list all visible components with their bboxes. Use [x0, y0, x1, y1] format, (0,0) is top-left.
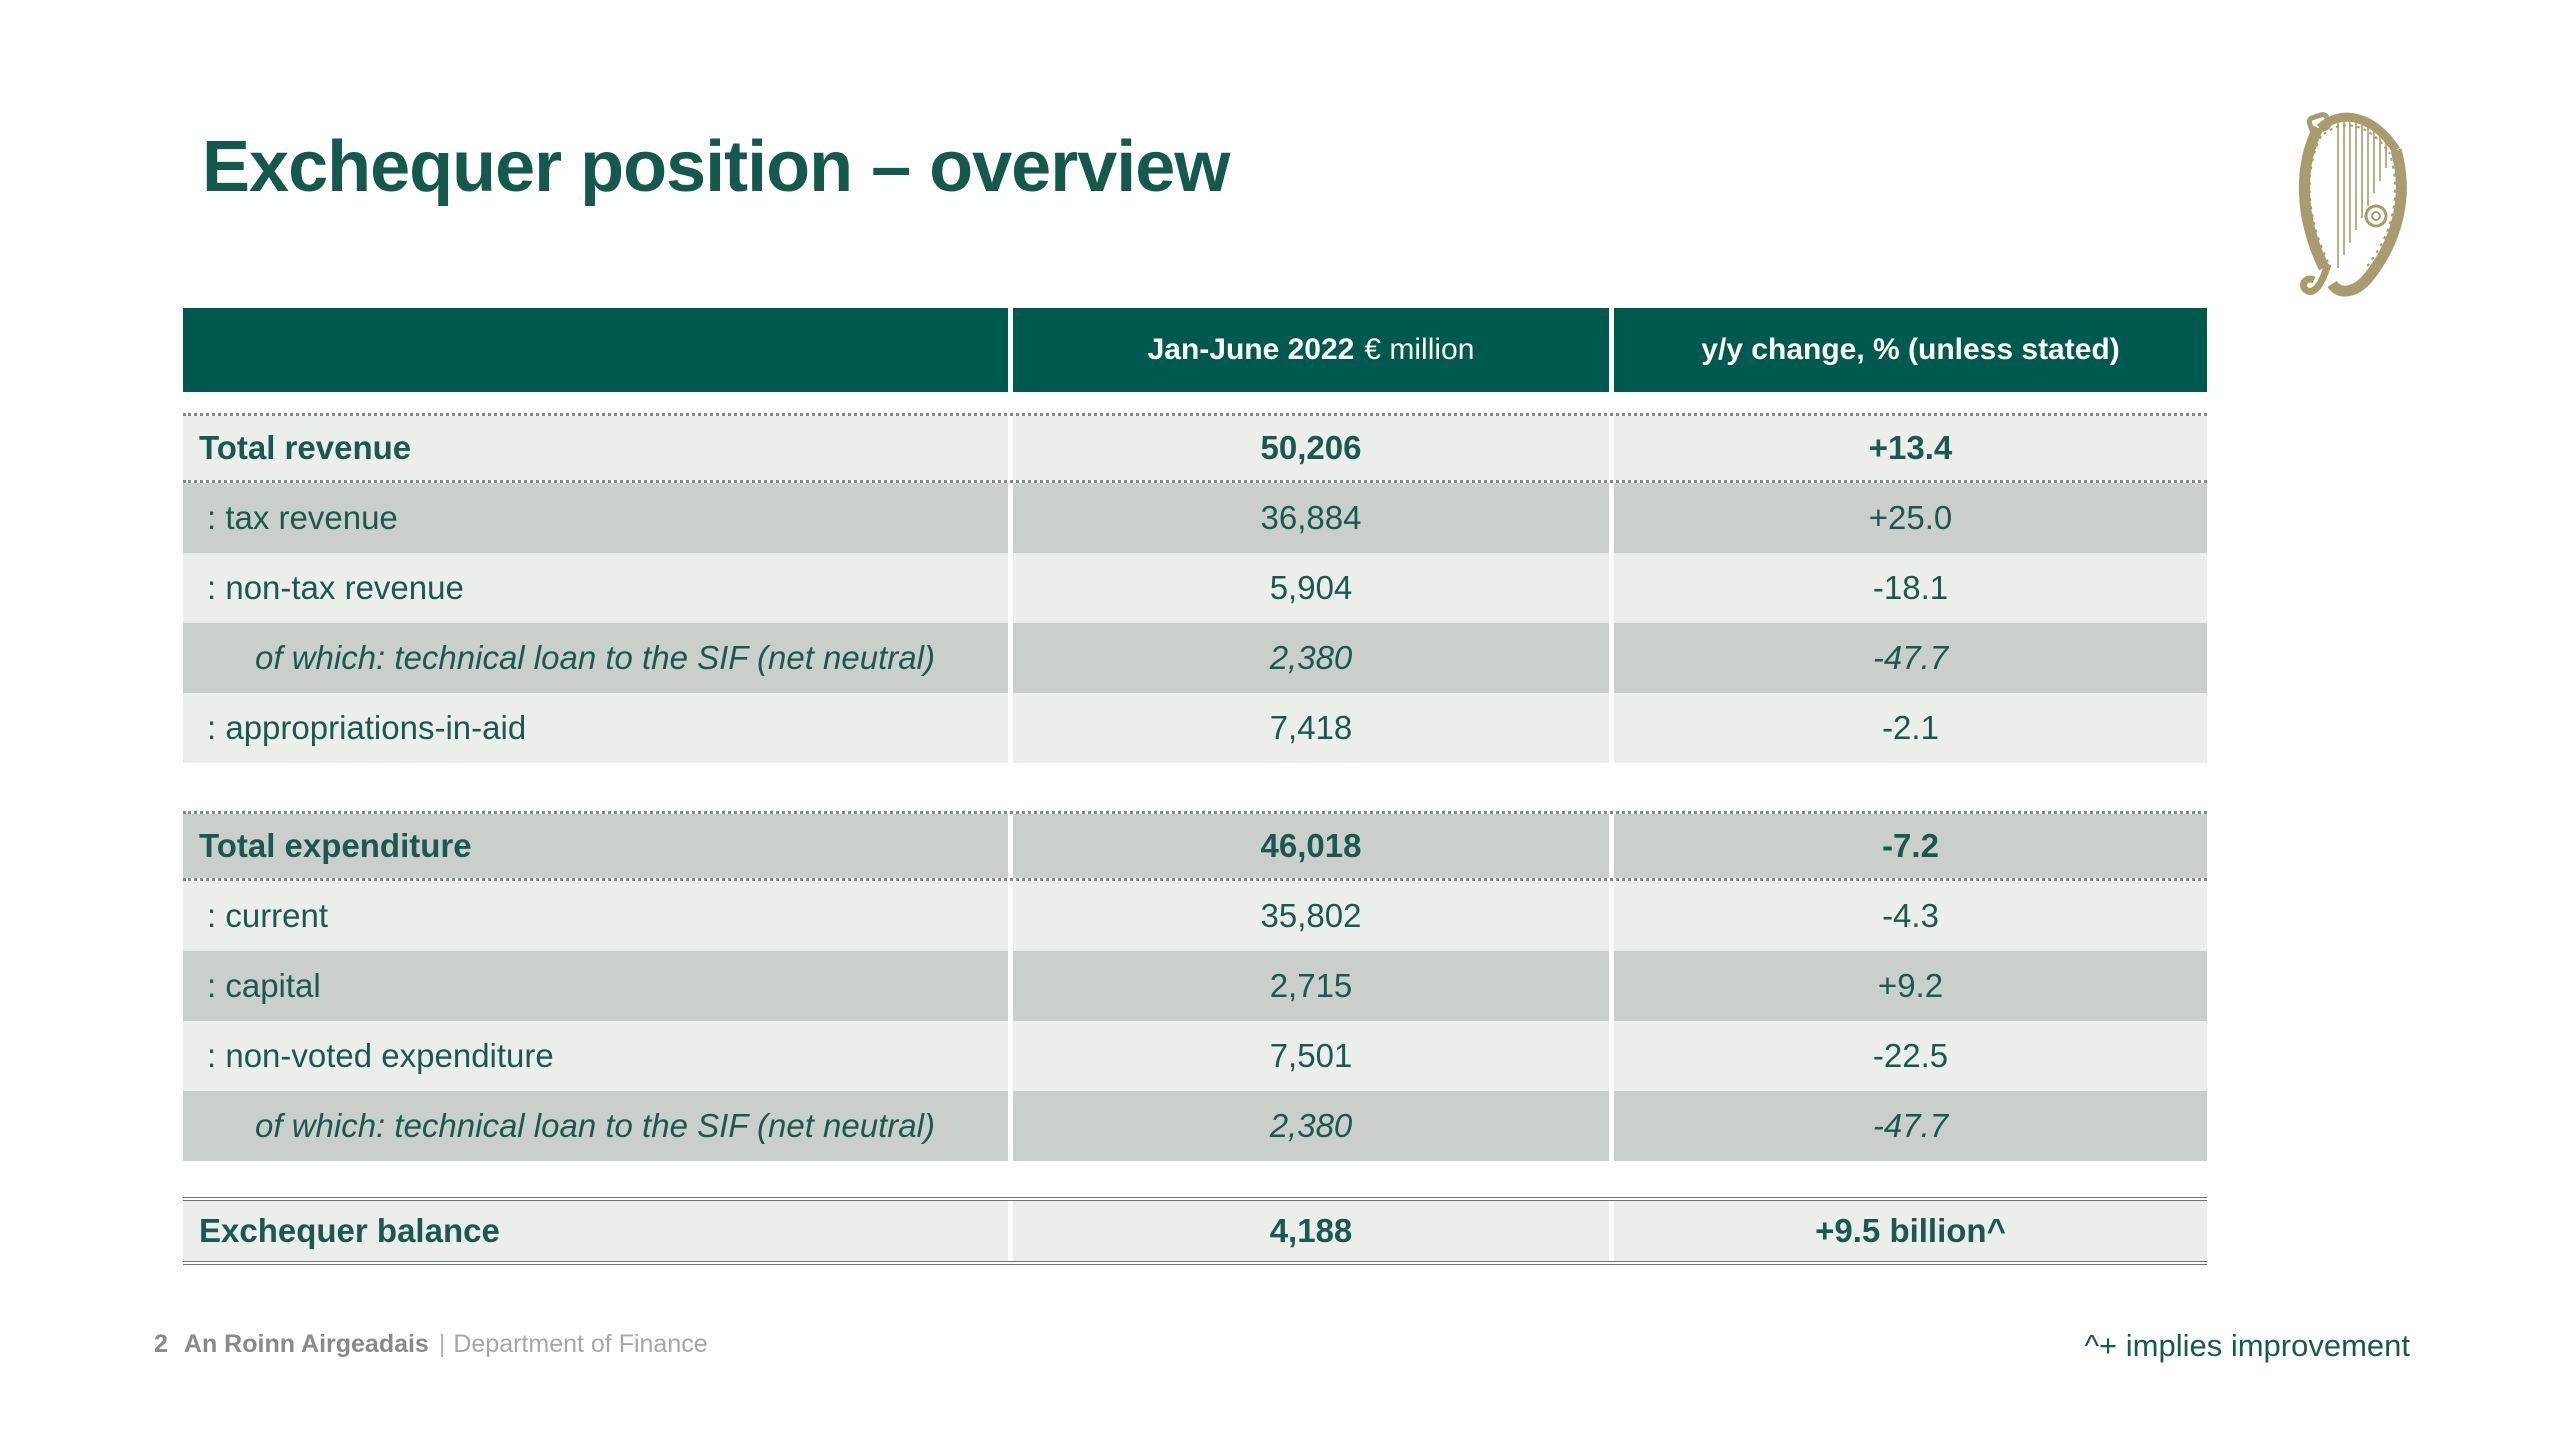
- section-gap: [183, 1161, 2207, 1197]
- revenue-section: Total revenue 50,206 +13.4 : tax revenue…: [183, 413, 2207, 763]
- table-row-sif-loan-expenditure: of which: technical loan to the SIF (net…: [183, 1091, 2207, 1161]
- improvement-footnote: ^+ implies improvement: [2084, 1328, 2410, 1363]
- section-gap: [183, 392, 2207, 413]
- header-empty-cell: [183, 308, 1008, 392]
- exchequer-table: Jan-June 2022 € million y/y change, % (u…: [183, 308, 2207, 1265]
- section-gap: [183, 763, 2207, 811]
- table-row-tax-revenue: : tax revenue 36,884 +25.0: [183, 483, 2207, 553]
- org-name-irish: An Roinn Airgeadais: [183, 1330, 429, 1358]
- irish-harp-logo: [2298, 112, 2407, 297]
- page-title: Exchequer position – overview: [202, 127, 1230, 207]
- table-row-non-tax-revenue: : non-tax revenue 5,904 -18.1: [183, 553, 2207, 623]
- table-row-capital: : capital 2,715 +9.2: [183, 951, 2207, 1021]
- header-period-label: Jan-June 2022: [1147, 333, 1355, 366]
- table-row-sif-loan-revenue: of which: technical loan to the SIF (net…: [183, 623, 2207, 693]
- table-header-row: Jan-June 2022 € million y/y change, % (u…: [183, 308, 2207, 392]
- table-row-total-expenditure: Total expenditure 46,018 -7.2: [183, 811, 2207, 881]
- footer-separator: |: [438, 1330, 446, 1358]
- org-name-english: Department of Finance: [453, 1330, 708, 1358]
- page-number: 2: [154, 1330, 168, 1358]
- header-period-cell: Jan-June 2022 € million: [1013, 308, 1609, 392]
- header-change-cell: y/y change, % (unless stated): [1614, 308, 2207, 392]
- table-row-non-voted: : non-voted expenditure 7,501 -22.5: [183, 1021, 2207, 1091]
- footer-branding: 2 An Roinn Airgeadais | Department of Finan…: [154, 1330, 708, 1359]
- table-row-exchequer-balance: Exchequer balance 4,188 +9.5 billion^: [183, 1197, 2207, 1265]
- table-row-total-revenue: Total revenue 50,206 +13.4: [183, 413, 2207, 483]
- table-row-current: : current 35,802 -4.3: [183, 881, 2207, 951]
- header-period-unit: € million: [1364, 333, 1475, 366]
- table-row-appropriations: : appropriations-in-aid 7,418 -2.1: [183, 693, 2207, 763]
- expenditure-section: Total expenditure 46,018 -7.2 : current …: [183, 811, 2207, 1161]
